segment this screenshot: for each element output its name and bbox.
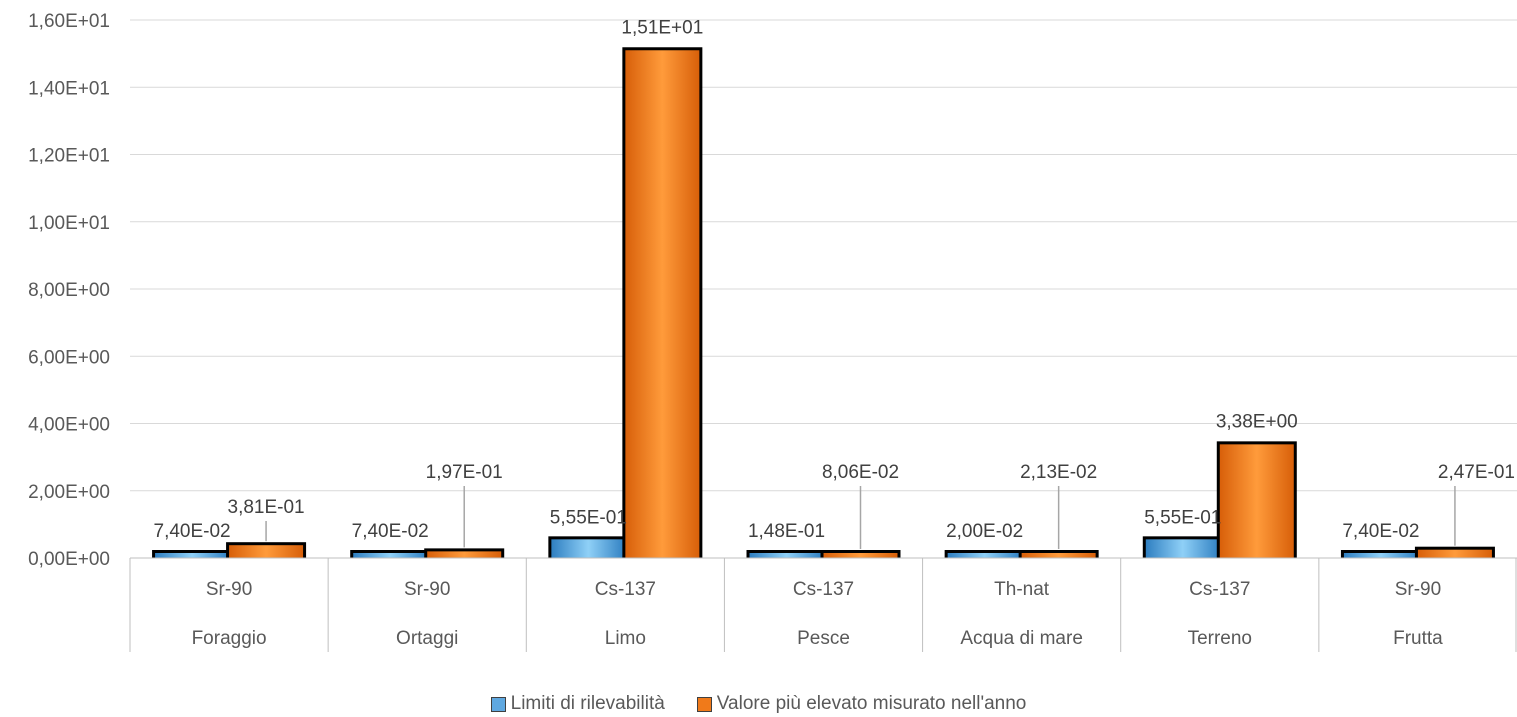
y-tick-label-8: 1,60E+01 [28, 11, 110, 32]
data-label-valore-5: 3,38E+00 [1216, 411, 1298, 432]
bar-limiti-5 [1145, 539, 1220, 558]
data-label-limiti-1: 7,40E-02 [352, 521, 429, 542]
legend-swatch-orange [696, 696, 712, 712]
x-tick-label-group-2: Limo [605, 628, 646, 649]
data-label-limiti-2: 5,55E-01 [550, 507, 627, 528]
legend-label-limiti: Limiti di rilevabilità [510, 693, 665, 714]
data-label-limiti-6: 7,40E-02 [1342, 521, 1419, 542]
x-tick-label-group-1: Ortaggi [396, 628, 458, 649]
bar-limiti-6 [1343, 553, 1418, 558]
data-label-limiti-0: 7,40E-02 [154, 521, 231, 542]
x-tick-label-nuclide-6: Sr-90 [1395, 579, 1441, 600]
data-label-valore-3: 8,06E-02 [822, 462, 899, 483]
bar-valore-4 [1021, 553, 1096, 558]
x-tick-label-group-6: Frutta [1393, 628, 1443, 649]
gridlines [130, 19, 1517, 492]
x-tick-label-group-5: Terreno [1188, 628, 1252, 649]
x-tick-label-nuclide-1: Sr-90 [404, 579, 450, 600]
y-tick-label-0: 0,00E+00 [28, 549, 110, 570]
bar-valore-2 [625, 50, 700, 558]
data-label-limiti-3: 1,48E-01 [748, 521, 825, 542]
data-label-valore-6: 2,47E-01 [1438, 462, 1515, 483]
x-tick-label-nuclide-0: Sr-90 [206, 579, 252, 600]
bar-limiti-1 [353, 553, 428, 558]
y-tick-label-4: 8,00E+00 [28, 280, 110, 301]
x-tick-label-nuclide-4: Th-nat [994, 579, 1050, 600]
x-tick-label-nuclide-5: Cs-137 [1189, 579, 1250, 600]
bar-valore-3 [823, 553, 898, 558]
x-tick-label-group-0: Foraggio [192, 628, 267, 649]
bar-limiti-3 [749, 553, 824, 558]
bar-valore-6 [1417, 549, 1492, 558]
data-label-valore-0: 3,81E-01 [228, 497, 305, 518]
bar-valore-1 [427, 551, 502, 558]
x-tick-label-group-4: Acqua di mare [960, 628, 1083, 649]
x-tick-label-nuclide-2: Cs-137 [595, 579, 656, 600]
y-tick-label-7: 1,40E+01 [28, 78, 110, 99]
x-tick-label-nuclide-3: Cs-137 [793, 579, 854, 600]
data-label-valore-1: 1,97E-01 [426, 462, 503, 483]
legend-item-valore: Valore più elevato misurato nell'anno [696, 693, 1027, 715]
data-label-limiti-5: 5,55E-01 [1144, 507, 1221, 528]
legend: Limiti di rilevabilità Valore più elevat… [0, 693, 1517, 715]
data-label-valore-4: 2,13E-02 [1020, 462, 1097, 483]
bar-valore-0 [229, 545, 304, 558]
y-tick-label-6: 1,20E+01 [28, 146, 110, 167]
legend-swatch-blue [490, 696, 506, 712]
y-tick-label-5: 1,00E+01 [28, 213, 110, 234]
legend-label-valore: Valore più elevato misurato nell'anno [716, 693, 1027, 714]
y-tick-label-2: 4,00E+00 [28, 415, 110, 436]
data-labels: 7,40E-02 3,81E-01 7,40E-02 1,97E-01 5,55E-01… [154, 17, 1515, 549]
bar-chart: 7,40E-02 3,81E-01 7,40E-02 1,97E-01 5,55E-01… [28, 11, 1517, 652]
y-tick-label-3: 6,00E+00 [28, 347, 110, 368]
bar-valore-5 [1219, 444, 1294, 558]
bar-limiti-0 [155, 553, 230, 558]
bar-limiti-2 [551, 539, 626, 558]
x-tick-label-group-3: Pesce [797, 628, 850, 649]
data-label-valore-2: 1,51E+01 [621, 17, 703, 38]
y-tick-label-1: 2,00E+00 [28, 482, 110, 503]
data-label-limiti-4: 2,00E-02 [946, 521, 1023, 542]
legend-item-limiti: Limiti di rilevabilità [490, 693, 665, 715]
bar-limiti-4 [947, 553, 1022, 558]
bars [152, 47, 1495, 558]
axes: 0,00E+00 2,00E+00 4,00E+00 6,00E+00 8,00E+00… [28, 11, 1517, 652]
